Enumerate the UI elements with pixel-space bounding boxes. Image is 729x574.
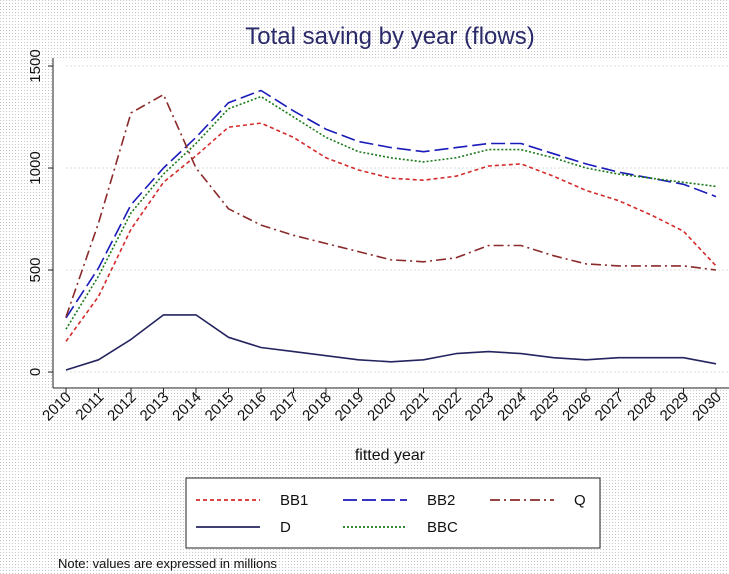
legend-label-q: Q: [574, 492, 586, 509]
y-tick-label: 1500: [27, 49, 44, 82]
legend-label-bb1: BB1: [280, 492, 308, 509]
plot-area: [52, 58, 729, 388]
series-line-q: [65, 93, 717, 318]
series-line-d: [65, 314, 717, 371]
legend-label-bb2: BB2: [427, 492, 455, 509]
legend-label-d: D: [280, 519, 291, 536]
y-tick-label: 1000: [27, 151, 44, 184]
chart-title: Total saving by year (flows): [245, 23, 534, 50]
y-tick-label: 500: [27, 257, 44, 282]
y-tick-label: 0: [27, 368, 44, 376]
series-line-bb1: [65, 122, 717, 342]
series-line-bbc: [65, 95, 717, 330]
gridlines: [66, 65, 729, 373]
y-tick-labels: 0 500 1000 1500: [27, 49, 44, 376]
series-lines: [65, 89, 717, 371]
legend: BB1 BB2 Q D BBC: [185, 477, 601, 549]
legend-label-bbc: BBC: [427, 519, 458, 536]
axes: [48, 58, 729, 393]
x-axis-label: fitted year: [355, 447, 426, 464]
legend-box: [185, 477, 601, 549]
series-line-bb2: [65, 89, 717, 319]
footnote: Note: values are expressed in millions: [58, 556, 277, 571]
